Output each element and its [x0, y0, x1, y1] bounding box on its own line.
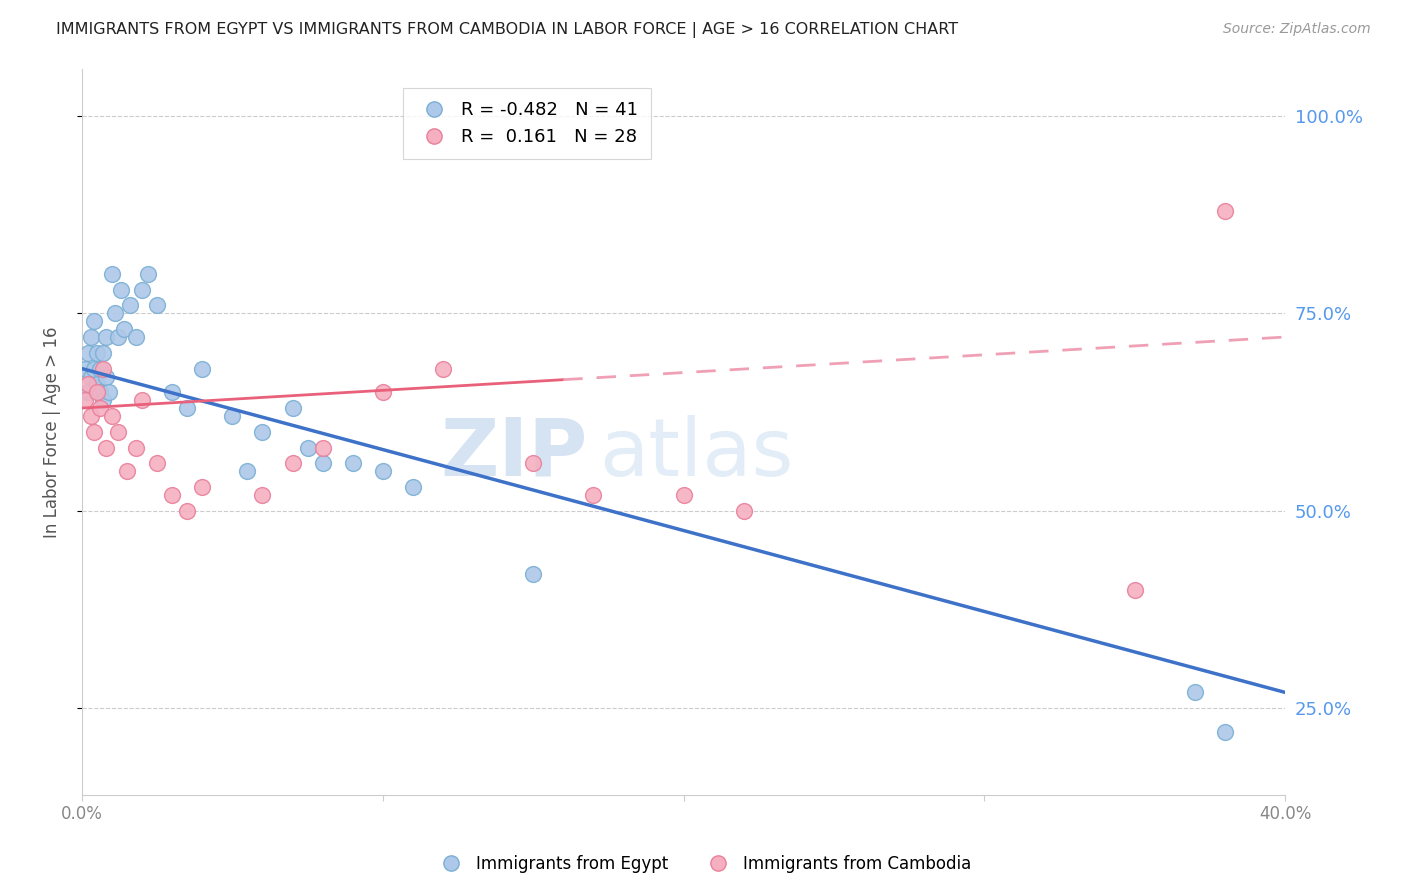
Point: [91, 346, 114, 360]
Point: [672, 488, 695, 502]
Point: [191, 361, 214, 376]
Point: [80, 409, 103, 423]
Point: [94, 441, 117, 455]
Legend: R = -0.482   N = 41, R =  0.161   N = 28: R = -0.482 N = 41, R = 0.161 N = 28: [404, 88, 651, 159]
Point: [77, 385, 100, 400]
Point: [77, 377, 100, 392]
Point: [342, 456, 364, 470]
Point: [101, 409, 124, 423]
Point: [80, 330, 103, 344]
Point: [252, 425, 274, 439]
Point: [146, 298, 169, 312]
Point: [311, 441, 333, 455]
Point: [522, 456, 544, 470]
Point: [104, 306, 127, 320]
Legend: Immigrants from Egypt, Immigrants from Cambodia: Immigrants from Egypt, Immigrants from C…: [427, 848, 979, 880]
Point: [432, 361, 454, 376]
Point: [131, 393, 153, 408]
Point: [371, 464, 394, 478]
Text: IMMIGRANTS FROM EGYPT VS IMMIGRANTS FROM CAMBODIA IN LABOR FORCE | AGE > 16 CORR: IMMIGRANTS FROM EGYPT VS IMMIGRANTS FROM…: [56, 22, 959, 38]
Point: [89, 361, 111, 376]
Point: [83, 425, 105, 439]
Point: [582, 488, 605, 502]
Point: [125, 441, 148, 455]
Point: [94, 330, 117, 344]
Point: [236, 464, 259, 478]
Text: ZIP: ZIP: [440, 415, 588, 492]
Point: [110, 283, 132, 297]
Point: [160, 385, 183, 400]
Point: [160, 488, 183, 502]
Y-axis label: In Labor Force | Age > 16: In Labor Force | Age > 16: [44, 326, 60, 538]
Point: [146, 456, 169, 470]
Point: [522, 566, 544, 581]
Point: [176, 401, 198, 416]
Point: [107, 425, 129, 439]
Point: [136, 267, 159, 281]
Point: [89, 401, 111, 416]
Point: [297, 441, 319, 455]
Point: [115, 464, 138, 478]
Point: [1213, 203, 1236, 218]
Point: [73, 393, 96, 408]
Text: atlas: atlas: [599, 415, 794, 492]
Point: [77, 346, 100, 360]
Point: [125, 330, 148, 344]
Point: [281, 456, 304, 470]
Point: [80, 369, 103, 384]
Point: [120, 298, 142, 312]
Text: Source: ZipAtlas.com: Source: ZipAtlas.com: [1223, 22, 1371, 37]
Point: [86, 346, 108, 360]
Point: [91, 393, 114, 408]
Point: [1123, 582, 1146, 597]
Point: [73, 361, 96, 376]
Point: [86, 385, 108, 400]
Point: [86, 377, 108, 392]
Point: [94, 369, 117, 384]
Point: [176, 504, 198, 518]
Point: [1213, 724, 1236, 739]
Point: [83, 361, 105, 376]
Point: [221, 409, 243, 423]
Point: [311, 456, 333, 470]
Point: [371, 385, 394, 400]
Point: [733, 504, 755, 518]
Point: [252, 488, 274, 502]
Point: [112, 322, 135, 336]
Point: [91, 361, 114, 376]
Point: [1184, 685, 1206, 699]
Point: [83, 314, 105, 328]
Point: [281, 401, 304, 416]
Point: [98, 385, 121, 400]
Point: [101, 267, 124, 281]
Point: [402, 480, 425, 494]
Point: [107, 330, 129, 344]
Point: [131, 283, 153, 297]
Point: [89, 385, 111, 400]
Point: [191, 480, 214, 494]
